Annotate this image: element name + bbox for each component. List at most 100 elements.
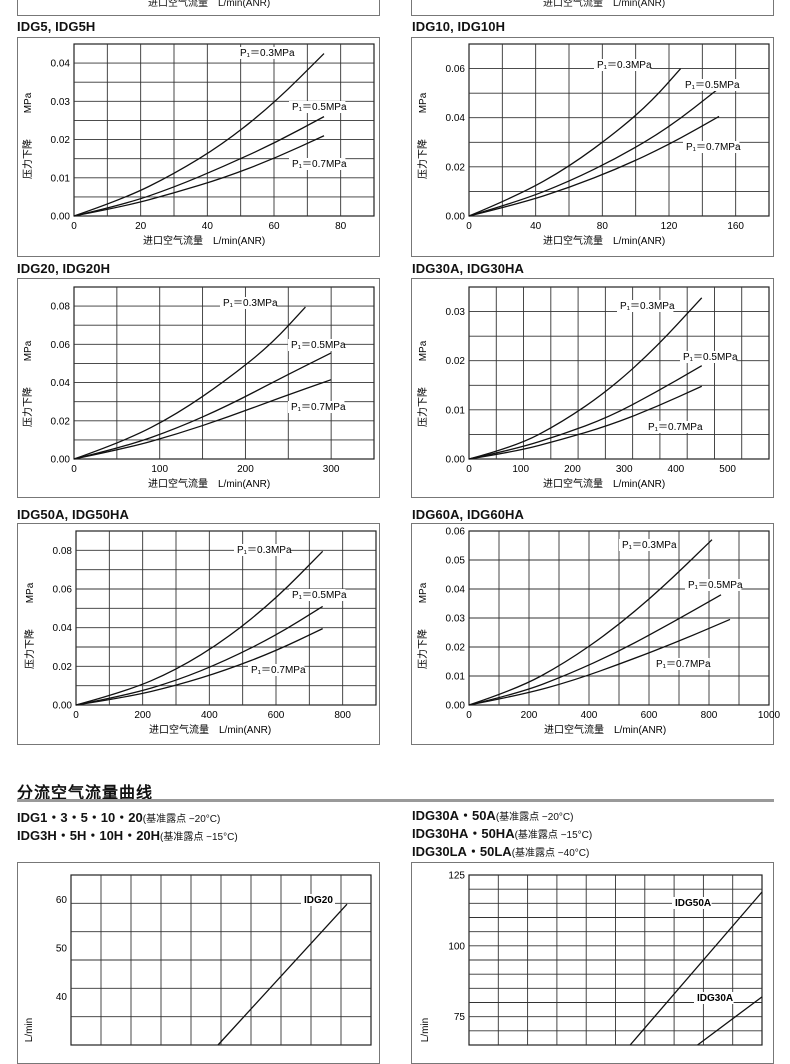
series-label: IDG20	[304, 895, 333, 906]
x-tick-label: 40	[202, 221, 214, 232]
y-axis-label: 压力下降	[416, 387, 429, 427]
x-tick-label: 80	[597, 221, 609, 232]
y-tick-label: 0.00	[51, 455, 71, 466]
x-tick-label: 0	[73, 710, 79, 721]
y-tick-label: 0.04	[446, 113, 466, 124]
x-axis-label: 进口空气流量 L/min(ANR)	[148, 477, 270, 490]
plot-area	[73, 43, 375, 217]
x-tick-label: 20	[135, 221, 147, 232]
top-fragment-xlabel-left: 进口空气流量 L/min(ANR)	[148, 0, 271, 9]
y-tick-label: 0.06	[446, 527, 466, 538]
y-tick-label: 0.04	[51, 59, 71, 70]
x-tick-label: 200	[134, 710, 151, 721]
series-line	[73, 135, 325, 217]
series-label: P₁＝0.7MPa	[251, 665, 306, 676]
x-tick-label: 0	[466, 221, 472, 232]
series-label: P₁＝0.3MPa	[237, 545, 292, 556]
series-line	[468, 594, 722, 706]
section-heading: 分流空气流量曲线	[17, 785, 154, 802]
y-tick-label: 0.01	[446, 405, 466, 416]
y-tick-label: 0.04	[53, 623, 73, 634]
x-axis-label: 进口空气流量 L/min(ANR)	[543, 477, 665, 490]
x-tick-label: 600	[641, 710, 658, 721]
series-label-bg	[694, 992, 734, 1004]
x-tick-label: 40	[530, 221, 542, 232]
series-label-bg	[237, 47, 294, 59]
series-label-bg	[594, 59, 651, 71]
y-tick-label: 0.02	[446, 162, 466, 173]
y-tick-label: 0.00	[446, 701, 466, 712]
y-tick-label: 0.00	[51, 212, 71, 223]
y-tick-label: 50	[56, 943, 68, 954]
y-axis-unit: L/min	[420, 1018, 431, 1042]
y-axis-label: 压力下降	[416, 629, 429, 669]
series-label: IDG30A	[697, 993, 733, 1004]
series-label: P₁＝0.3MPa	[620, 301, 675, 312]
series-line	[73, 352, 332, 460]
series-label-bg	[680, 351, 737, 363]
y-tick-label: 100	[448, 941, 465, 952]
series-label-bg	[685, 579, 742, 591]
series-label-bg	[234, 544, 291, 556]
subhead-line: IDG30LA・50LA(基准露点 −40°C)	[412, 844, 590, 859]
plot-area	[75, 530, 377, 706]
y-axis-label: 压力下降	[416, 139, 429, 179]
x-axis-label: 进口空气流量 L/min(ANR)	[543, 234, 665, 247]
series-line	[468, 297, 703, 460]
y-tick-label: 125	[448, 871, 465, 882]
series-label: P₁＝0.7MPa	[686, 142, 741, 153]
x-tick-label: 120	[661, 221, 678, 232]
y-tick-label: 0.06	[53, 585, 73, 596]
y-tick-label: 0.06	[446, 64, 466, 75]
series-label-bg	[289, 101, 346, 113]
y-tick-label: 60	[56, 895, 68, 906]
series-label-bg	[289, 158, 346, 170]
y-axis-label: 压力下降	[21, 387, 34, 427]
panel-title: IDG60A, IDG60HA	[412, 507, 525, 522]
y-tick-label: 0.03	[51, 97, 71, 108]
x-axis-label: 进口空气流量 L/min(ANR)	[143, 234, 265, 247]
x-tick-label: 60	[268, 221, 280, 232]
y-tick-label: 0.00	[446, 455, 466, 466]
y-tick-label: 75	[454, 1012, 466, 1023]
series-line	[468, 385, 703, 460]
series-label: P₁＝0.3MPa	[240, 48, 295, 59]
y-tick-label: 0.01	[446, 672, 466, 683]
x-tick-label: 1000	[758, 710, 781, 721]
series-label-bg	[672, 897, 712, 909]
x-axis-label: 进口空气流量 L/min(ANR)	[544, 723, 666, 736]
series-label: P₁＝0.5MPa	[688, 580, 743, 591]
x-tick-label: 400	[581, 710, 598, 721]
subhead-right: IDG30A・50A(基准露点 −20°C) IDG30HA・50HA(基准露点…	[412, 808, 592, 862]
y-tick-label: 0.02	[51, 416, 71, 427]
series-label: P₁＝0.5MPa	[291, 340, 346, 351]
y-tick-label: 0.04	[446, 585, 466, 596]
plot-area	[468, 286, 770, 460]
series-label: P₁＝0.5MPa	[292, 590, 347, 601]
series-label-bg	[682, 79, 739, 91]
series-line	[73, 116, 325, 217]
y-tick-label: 0.02	[53, 662, 73, 673]
series-label-bg	[619, 539, 676, 551]
series-line	[75, 550, 324, 706]
x-tick-label: 100	[151, 464, 168, 475]
y-axis-unit: MPa	[418, 340, 429, 361]
series-label: P₁＝0.3MPa	[223, 298, 278, 309]
subhead-left: IDG1・3・5・10・20(基准露点 −20°C) IDG3H・5H・10H・…	[17, 810, 238, 846]
panel-title: IDG20, IDG20H	[17, 261, 111, 276]
series-label-bg	[289, 589, 346, 601]
top-fragment-frame-right	[411, 0, 774, 16]
y-tick-label: 0.02	[446, 643, 466, 654]
y-axis-unit: L/min	[24, 1018, 35, 1042]
y-tick-label: 0.03	[446, 307, 466, 318]
y-axis-unit: MPa	[23, 340, 34, 361]
y-tick-label: 0.08	[51, 302, 71, 313]
y-tick-label: 0.01	[51, 173, 71, 184]
series-line	[73, 306, 306, 460]
series-line	[468, 365, 703, 460]
series-label-bg	[617, 300, 674, 312]
top-fragment-xlabel-right: 进口空气流量 L/min(ANR)	[543, 0, 666, 9]
series-label-bg	[288, 401, 345, 413]
series-label: P₁＝0.7MPa	[656, 659, 711, 670]
